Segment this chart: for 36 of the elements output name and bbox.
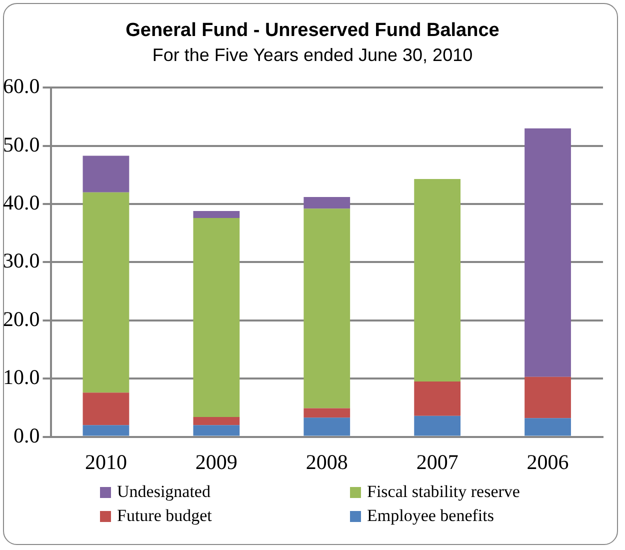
legend-label: Undesignated — [117, 482, 210, 502]
bar — [193, 210, 240, 218]
bar — [304, 208, 350, 408]
bar — [524, 376, 571, 418]
y-tick-label: 0.0 — [14, 423, 40, 448]
bar — [82, 425, 130, 436]
x-tick-label: 2007 — [416, 450, 458, 474]
bar — [82, 156, 130, 192]
y-tick-label: 10.0 — [3, 365, 40, 390]
bar — [414, 382, 461, 416]
bar — [524, 418, 571, 436]
bar — [82, 192, 130, 393]
bar — [524, 128, 571, 377]
x-tick-label: 2010 — [84, 450, 127, 474]
legend-label: Future budget — [117, 506, 212, 526]
chart-subtitle: For the Five Years ended June 30, 2010 — [151, 45, 474, 66]
bar — [304, 418, 350, 436]
y-tick-label: 30.0 — [3, 248, 40, 273]
bar — [193, 218, 240, 418]
bar — [82, 392, 130, 426]
chart-title: General Fund - Unreserved Fund Balance — [124, 20, 500, 42]
bar — [193, 417, 240, 426]
y-tick-label: 50.0 — [3, 132, 40, 156]
bar — [193, 425, 240, 436]
y-tick-label: 20.0 — [3, 306, 40, 331]
x-tick-label: 2009 — [195, 450, 238, 474]
y-tick-label: 60.0 — [3, 74, 40, 98]
bar — [414, 178, 461, 382]
legend-label: Employee benefits — [367, 506, 494, 526]
bar — [414, 416, 461, 436]
legend-label: Fiscal stability reserve — [367, 482, 520, 502]
x-tick-label: 2006 — [526, 450, 569, 474]
bar — [304, 197, 350, 209]
x-tick-label: 2008 — [306, 450, 348, 474]
bar — [304, 408, 350, 418]
y-tick-label: 40.0 — [3, 190, 40, 215]
